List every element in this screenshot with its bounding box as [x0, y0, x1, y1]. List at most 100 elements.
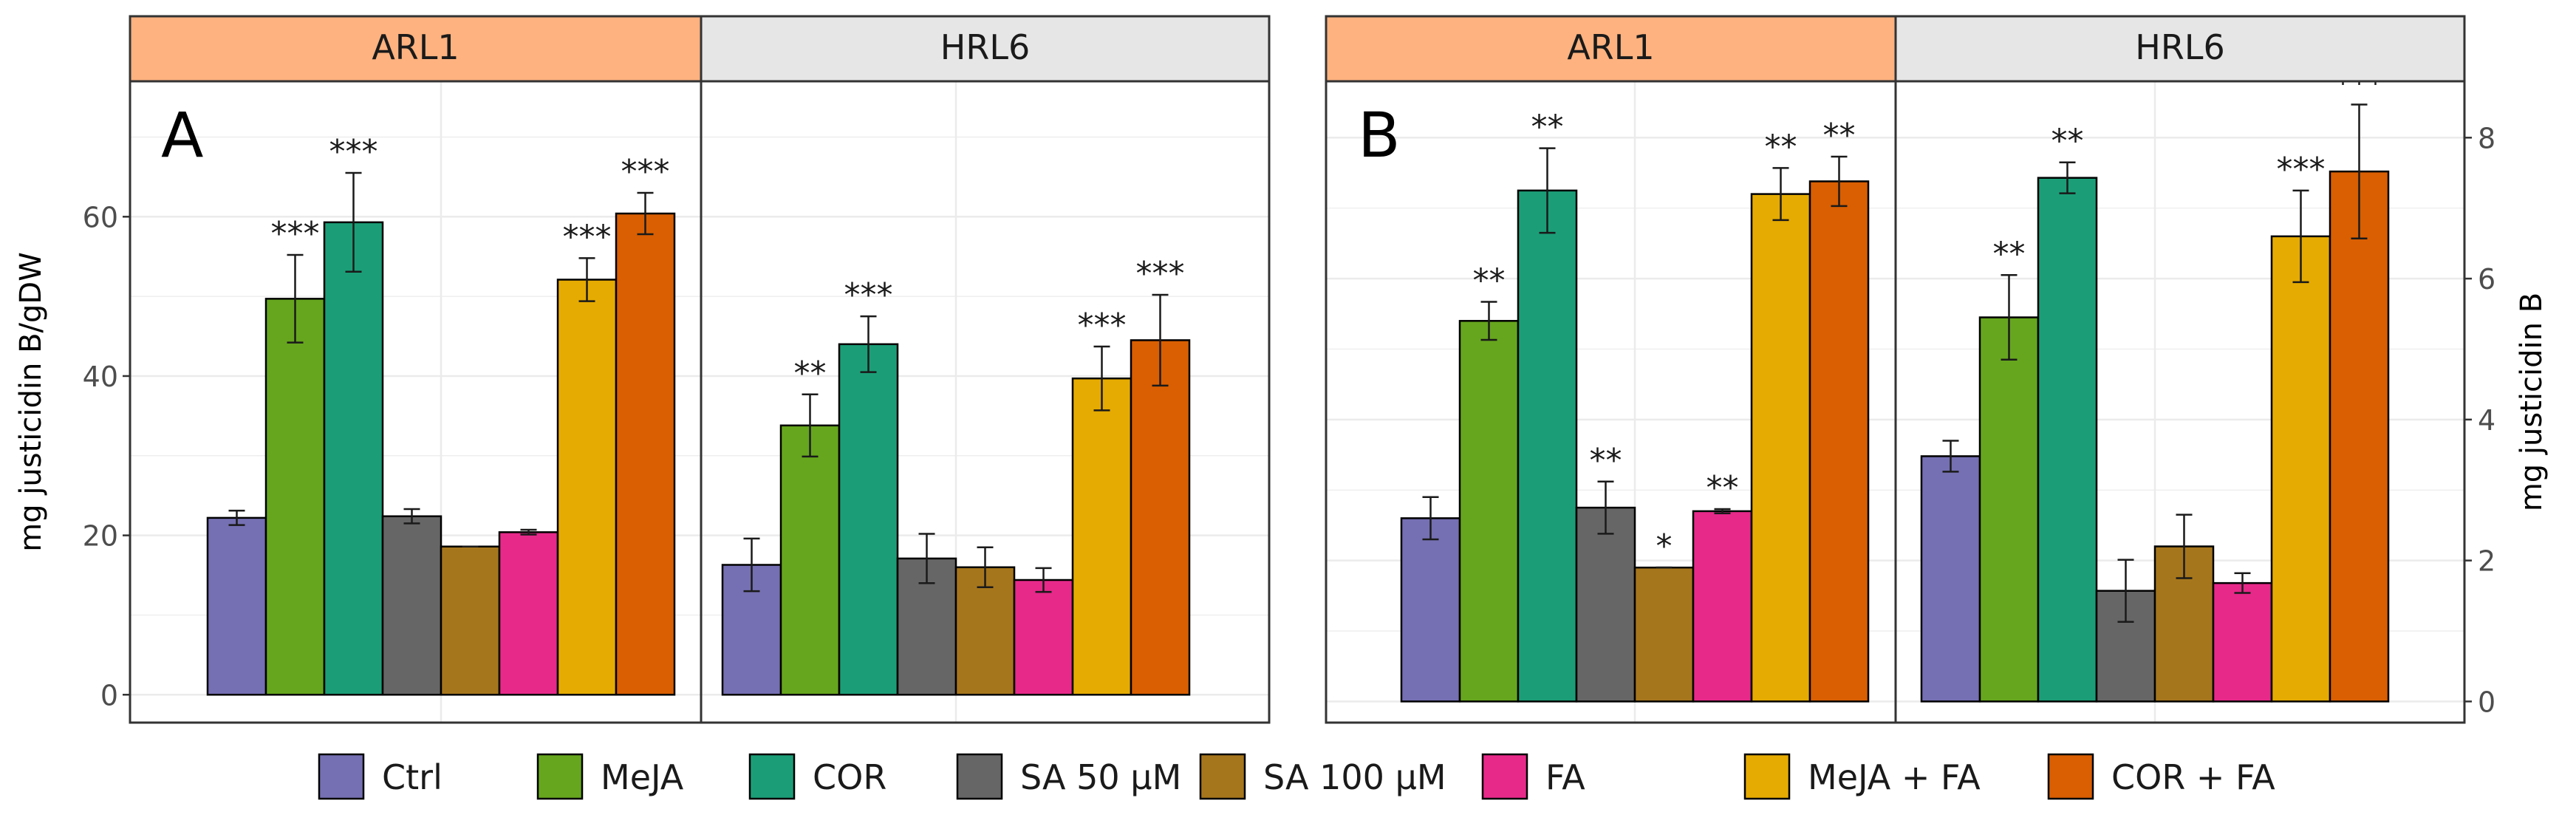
error-bar: [2176, 514, 2193, 579]
error-bar: [1539, 147, 1556, 234]
error-bar: [1772, 167, 1789, 222]
legend-label: FA: [1545, 757, 1585, 797]
significance-label: **: [1706, 469, 1739, 507]
bar-arl1-7: [615, 212, 676, 696]
legend-label: SA 100 µM: [1263, 757, 1446, 797]
bar-arl1-2: [1517, 189, 1578, 703]
error-bar: [2001, 274, 2018, 361]
bar-arl1-1: [1458, 320, 1520, 703]
error-bar: [918, 533, 935, 584]
bar-arl1-3: [1575, 506, 1636, 703]
significance-label: ***: [1078, 307, 1127, 344]
significance-label: ***: [563, 218, 612, 256]
bar-arl1-7: [1808, 180, 1870, 703]
significance-label: **: [1590, 442, 1622, 480]
error-bar: [2351, 103, 2368, 239]
legend-swatch: [1481, 753, 1528, 800]
panel-A: ***********************ARL1 HRL6A0204060m…: [14, 15, 1271, 724]
error-bar: [2117, 559, 2134, 623]
error-bar: [345, 171, 362, 273]
y-tick-label: 8: [2478, 122, 2495, 154]
bar-arl1-4: [1633, 566, 1695, 703]
bar-arl1-0: [1400, 517, 1461, 703]
error-bar: [802, 393, 819, 458]
legend-label: Ctrl: [382, 757, 443, 797]
bar-hrl6-5: [1013, 579, 1074, 696]
error-bar: [520, 528, 537, 536]
error-bar: [860, 315, 877, 373]
facet-strip: [129, 15, 703, 83]
error-bar: [2059, 161, 2076, 194]
error-bar: [403, 508, 420, 525]
y-tick-label: 6: [2478, 263, 2495, 296]
legend-item: COR + FA: [2047, 753, 2275, 800]
error-bar: [578, 257, 595, 302]
significance-label: ***: [271, 215, 320, 253]
panel-border: [1325, 15, 2466, 724]
significance-label: ***: [844, 276, 893, 314]
bar-hrl6-0: [1920, 455, 1981, 703]
error-bar: [977, 546, 994, 588]
y-axis-title: mg justicidin B: [2515, 293, 2549, 511]
panel-border: [129, 15, 1271, 724]
legend-label: MeJA + FA: [1808, 757, 1981, 797]
bar-hrl6-1: [779, 424, 841, 696]
bar-arl1-2: [323, 221, 384, 696]
bar-hrl6-6: [2270, 235, 2331, 703]
bar-hrl6-2: [838, 343, 899, 696]
error-bar: [1035, 567, 1052, 593]
significance-label: **: [794, 355, 827, 392]
legend-label: COR + FA: [2111, 757, 2275, 797]
y-tick-label: 4: [2478, 404, 2495, 437]
facet-strip-label: HRL6: [940, 27, 1030, 67]
legend-label: COR: [813, 757, 886, 797]
legend-swatch: [956, 753, 1003, 800]
bar-arl1-0: [206, 516, 267, 696]
significance-label: **: [1765, 128, 1797, 166]
bar-hrl6-2: [2037, 177, 2098, 703]
facet-strip-label: HRL6: [2135, 27, 2224, 67]
bar-arl1-4: [440, 545, 501, 696]
y-axis-title: mg justicidin B/gDW: [14, 252, 48, 552]
error-bar: [637, 191, 654, 236]
facet-strip-label: ARL1: [372, 27, 459, 67]
significance-label: ***: [1136, 255, 1185, 293]
y-tick-label: 60: [83, 201, 118, 233]
significance-label: **: [1993, 235, 2026, 273]
error-bar: [1597, 480, 1614, 535]
error-bar: [287, 253, 304, 344]
legend-label: MeJA: [601, 757, 684, 797]
error-bar: [2234, 572, 2251, 594]
significance-label: **: [1473, 262, 1506, 300]
significance-label: ***: [621, 153, 670, 191]
significance-label: **: [2051, 123, 2084, 160]
legend-item: SA 50 µM: [956, 753, 1181, 800]
y-tick-label: 0: [2478, 686, 2495, 718]
error-bar: [1831, 155, 1848, 208]
legend-swatch: [536, 753, 584, 800]
error-bar: [1714, 508, 1731, 514]
error-bar: [1152, 293, 1169, 387]
legend-item: MeJA: [536, 753, 684, 800]
y-tick-label: 0: [100, 679, 118, 712]
facet-strip-label: ARL1: [1567, 27, 1654, 67]
error-bar: [743, 537, 760, 593]
error-bar: [1093, 345, 1110, 412]
y-tick-label: 2: [2478, 545, 2495, 578]
significance-label: *: [1656, 528, 1673, 565]
bar-arl1-6: [556, 279, 618, 696]
facet-strip: [1894, 15, 2466, 83]
bar-hrl6-5: [2212, 581, 2273, 703]
bar-hrl6-7: [2329, 170, 2390, 703]
panel-B: *********** ************ARL1 HRL6B02468mg …: [1325, 15, 2549, 724]
bar-arl1-6: [1750, 193, 1811, 703]
legend-swatch: [318, 753, 365, 800]
legend-item: FA: [1481, 753, 1585, 800]
bar-hrl6-7: [1130, 339, 1191, 696]
bar-arl1-1: [264, 298, 326, 696]
bar-arl1-3: [381, 515, 443, 696]
error-bar: [1422, 496, 1439, 541]
error-bar: [1942, 440, 1959, 473]
panel-label: A: [161, 99, 203, 171]
